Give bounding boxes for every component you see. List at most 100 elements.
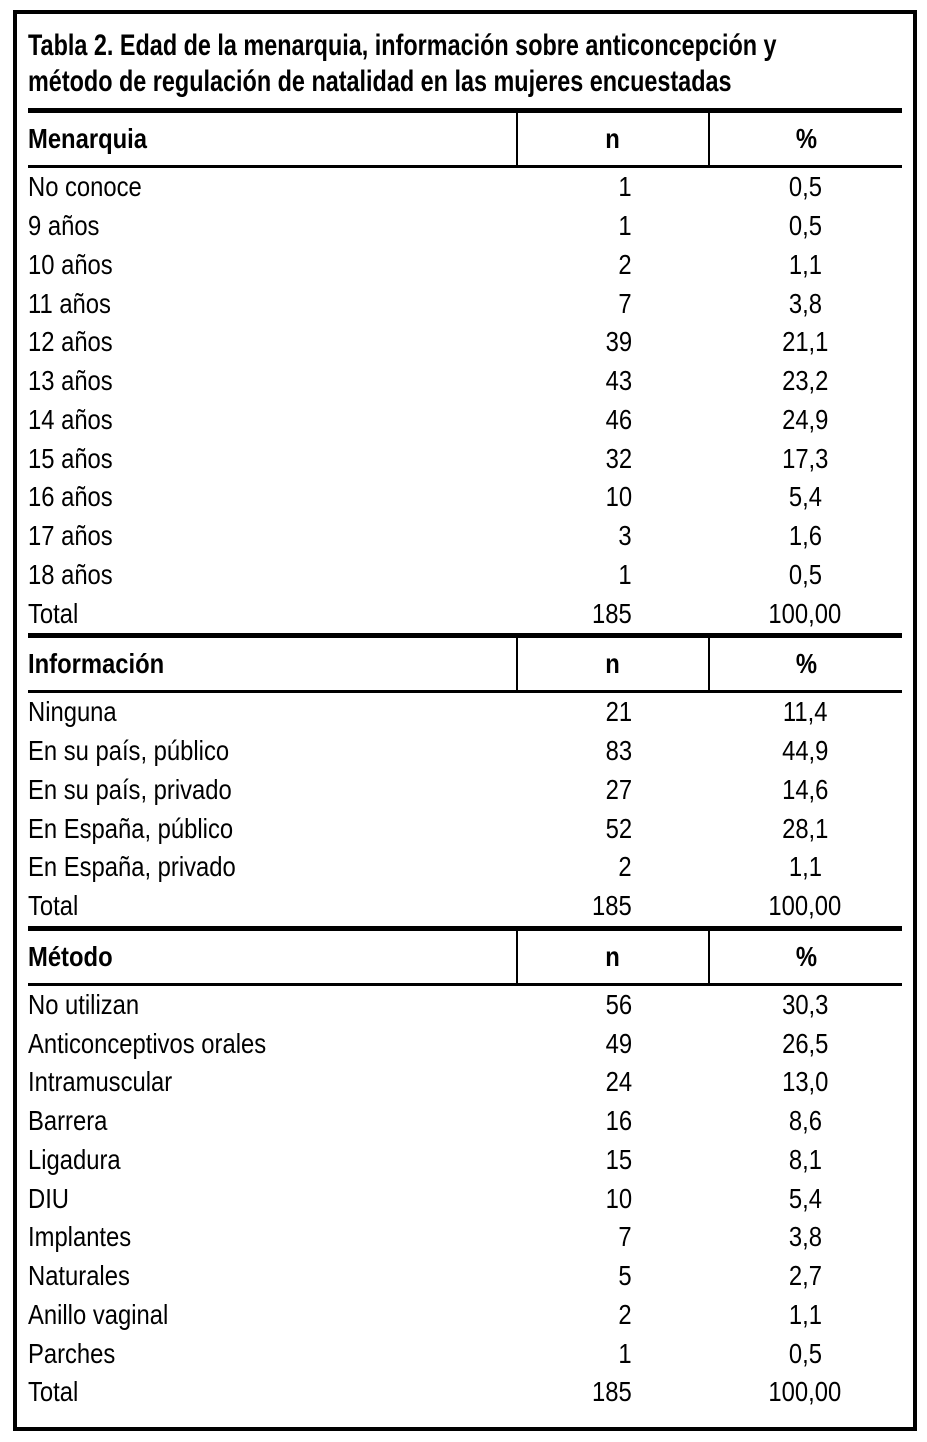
section-header-row-menarquia: Menarquia n %: [28, 113, 902, 168]
section-name-label: Método: [28, 940, 113, 972]
row-pct-cell: 5,4: [708, 1183, 902, 1215]
table-row: Implantes 7 3,8: [28, 1218, 902, 1257]
row-n-cell: 32: [516, 443, 708, 475]
column-header-n: n: [516, 113, 708, 165]
row-pct-cell: 100,00: [708, 890, 902, 922]
section-header-row-metodo: Método n %: [28, 930, 902, 986]
row-label: 9 años: [28, 210, 100, 242]
row-label: 17 años: [28, 520, 113, 552]
row-n-value: 83: [605, 735, 632, 767]
row-n-cell: 10: [516, 481, 708, 513]
row-label-cell: 14 años: [28, 404, 516, 436]
row-n-value: 7: [618, 287, 632, 319]
row-pct-value: 1,1: [788, 248, 822, 280]
row-label-cell: No utilizan: [28, 989, 516, 1021]
row-n-cell: 2: [516, 1299, 708, 1331]
row-pct-value: 26,5: [781, 1027, 829, 1059]
row-n-value: 16: [605, 1105, 632, 1137]
table-title: Tabla 2. Edad de la menarquia, informaci…: [28, 14, 902, 108]
row-label-cell: 18 años: [28, 559, 516, 591]
row-label-cell: 17 años: [28, 520, 516, 552]
divider: [28, 925, 902, 931]
row-label-cell: 16 años: [28, 481, 516, 513]
row-pct-cell: 11,4: [708, 696, 902, 728]
row-n-value: 185: [592, 597, 632, 629]
row-pct-cell: 0,5: [708, 1338, 902, 1370]
row-n-value: 1: [618, 210, 632, 242]
row-n-cell: 10: [516, 1183, 708, 1215]
row-pct-value: 21,1: [781, 326, 829, 358]
row-label-cell: Total: [28, 890, 516, 922]
row-n-value: 49: [605, 1027, 632, 1059]
row-label-cell: 12 años: [28, 326, 516, 358]
row-n-value: 52: [605, 812, 632, 844]
row-pct-value: 17,3: [781, 442, 829, 474]
row-n-cell: 16: [516, 1105, 708, 1137]
row-pct-cell: 44,9: [708, 735, 902, 767]
row-n-value: 39: [605, 326, 632, 358]
section-body-informacion: Ninguna 21 11,4 En su país, público 83 4…: [28, 693, 902, 926]
row-label-cell: 10 años: [28, 249, 516, 281]
row-pct-cell: 21,1: [708, 326, 902, 358]
row-label: Implantes: [28, 1221, 132, 1253]
row-n-value: 24: [605, 1066, 632, 1098]
section-name: Información: [28, 638, 516, 690]
column-header-n-label: n: [605, 123, 621, 154]
row-label: 16 años: [28, 481, 113, 513]
row-label: 10 años: [28, 248, 113, 280]
row-n-cell: 1: [516, 1338, 708, 1370]
row-label: No utilizan: [28, 988, 140, 1020]
row-n-value: 1: [618, 1337, 632, 1369]
row-pct-value: 5,4: [788, 481, 822, 513]
row-label: 13 años: [28, 365, 113, 397]
row-label: Intramuscular: [28, 1066, 173, 1098]
row-n-cell: 185: [516, 598, 708, 630]
row-pct-value: 3,8: [788, 287, 822, 319]
row-label: No conoce: [28, 171, 142, 203]
table-row: Barrera 16 8,6: [28, 1102, 902, 1141]
row-pct-cell: 100,00: [708, 598, 902, 630]
row-label-cell: En su país, público: [28, 735, 516, 767]
row-label: 15 años: [28, 442, 113, 474]
row-label-cell: En su país, privado: [28, 774, 516, 806]
row-n-cell: 185: [516, 1376, 708, 1408]
row-pct-value: 0,5: [788, 171, 822, 203]
table-row: Anillo vaginal 2 1,1: [28, 1296, 902, 1335]
row-label-cell: Anticonceptivos orales: [28, 1028, 516, 1060]
row-pct-cell: 17,3: [708, 443, 902, 475]
row-pct-cell: 1,6: [708, 520, 902, 552]
row-label: DIU: [28, 1182, 69, 1214]
row-pct-cell: 3,8: [708, 1221, 902, 1253]
row-pct-cell: 1,1: [708, 1299, 902, 1331]
row-n-value: 2: [618, 851, 632, 883]
row-n-cell: 83: [516, 735, 708, 767]
row-label-cell: En España, privado: [28, 851, 516, 883]
row-n-cell: 1: [516, 171, 708, 203]
row-label-cell: Ligadura: [28, 1144, 516, 1176]
table-row: Naturales 5 2,7: [28, 1257, 902, 1296]
row-label: Total: [28, 597, 79, 629]
table-row: Total 185 100,00: [28, 1373, 902, 1412]
table-row: Anticonceptivos orales 49 26,5: [28, 1024, 902, 1063]
table-row: DIU 10 5,4: [28, 1179, 902, 1218]
table-row: 16 años 10 5,4: [28, 478, 902, 517]
row-label: 12 años: [28, 326, 113, 358]
row-n-value: 32: [605, 442, 632, 474]
row-label: En su país, privado: [28, 773, 232, 805]
row-n-value: 5: [618, 1260, 632, 1292]
row-n-cell: 185: [516, 890, 708, 922]
row-label-cell: Intramuscular: [28, 1066, 516, 1098]
row-label-cell: 15 años: [28, 443, 516, 475]
column-header-pct-label: %: [795, 123, 817, 154]
column-header-pct-label: %: [795, 648, 817, 679]
row-pct-cell: 24,9: [708, 404, 902, 436]
row-label: Naturales: [28, 1260, 130, 1292]
column-header-n-label: n: [605, 648, 621, 679]
table-title-line1: Tabla 2. Edad de la menarquia, informaci…: [28, 29, 777, 62]
row-label-cell: 13 años: [28, 365, 516, 397]
row-pct-value: 30,3: [781, 988, 829, 1020]
row-label-cell: No conoce: [28, 171, 516, 203]
row-pct-value: 44,9: [781, 735, 829, 767]
row-n-cell: 7: [516, 288, 708, 320]
column-header-pct: %: [708, 930, 902, 983]
